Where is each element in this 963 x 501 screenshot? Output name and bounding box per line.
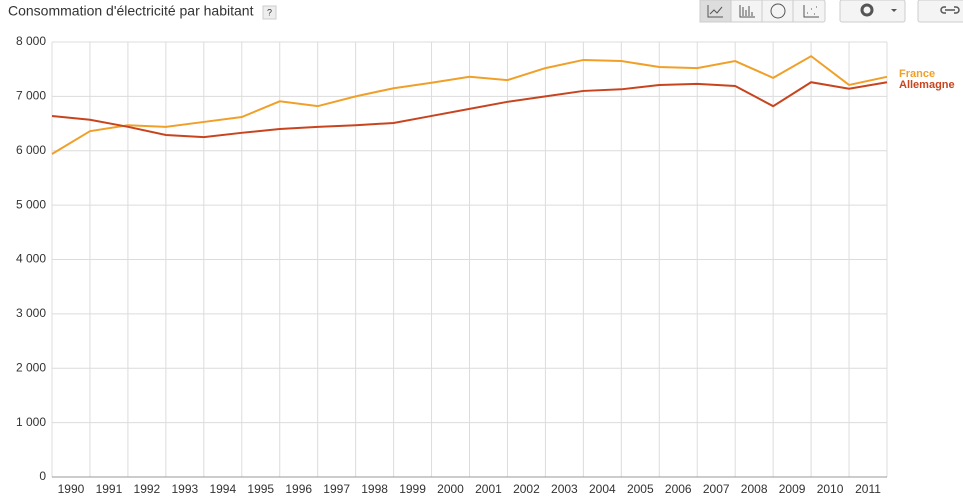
dropdown-icon	[891, 9, 897, 12]
help-button[interactable]	[262, 5, 277, 20]
x-tick-label: 2006	[665, 482, 692, 496]
x-tick-label: 1994	[209, 482, 236, 496]
series-line	[51, 81, 888, 139]
x-tick-label: 2002	[513, 482, 540, 496]
y-tick-label: 2 000	[16, 360, 46, 374]
bar-icon[interactable]	[739, 5, 755, 18]
x-tick-label: 1990	[58, 482, 85, 496]
x-tick-label: 2005	[627, 482, 654, 496]
line-icon	[707, 5, 723, 18]
x-tick-label: 2008	[741, 482, 768, 496]
x-tick-label: 2007	[703, 482, 730, 496]
legend-label: France	[899, 68, 935, 80]
x-tick-label: 1998	[361, 482, 388, 496]
y-tick-label: 7 000	[16, 89, 46, 103]
x-tick-label: 1991	[96, 482, 123, 496]
x-tick-label: 1993	[171, 482, 198, 496]
link-icon	[940, 6, 960, 14]
x-tick-label: 2000	[437, 482, 464, 496]
x-tick-label: 1997	[323, 482, 350, 496]
x-tick-label: 2004	[589, 482, 616, 496]
x-tick-label: 2001	[475, 482, 502, 496]
y-tick-label: 4 000	[16, 252, 46, 266]
y-tick-label: 1 000	[16, 415, 46, 429]
x-tick-label: 2011	[855, 482, 881, 496]
scatter-icon[interactable]	[803, 5, 819, 18]
series-line	[51, 54, 888, 155]
y-tick-label: 0	[39, 469, 46, 483]
x-tick-label: 1996	[285, 482, 312, 496]
y-tick-label: 5 000	[16, 197, 46, 211]
y-tick-label: 6 000	[16, 143, 46, 157]
x-tick-label: 2003	[551, 482, 578, 496]
gear-icon	[860, 3, 874, 17]
y-tick-label: 8 000	[16, 34, 46, 48]
chart-title: Consommation d'électricité par habitant	[8, 3, 254, 19]
x-tick-label: 1995	[247, 482, 274, 496]
x-tick-label: 1992	[134, 482, 161, 496]
toolbar	[699, 0, 963, 23]
legend-label: Allemagne	[899, 79, 955, 91]
help-text[interactable]: ?	[267, 7, 272, 17]
map-icon[interactable]	[770, 3, 786, 19]
y-tick-label: 3 000	[16, 306, 46, 320]
x-tick-label: 2009	[779, 482, 806, 496]
x-tick-label: 2010	[817, 482, 844, 496]
x-tick-label: 1999	[399, 482, 426, 496]
